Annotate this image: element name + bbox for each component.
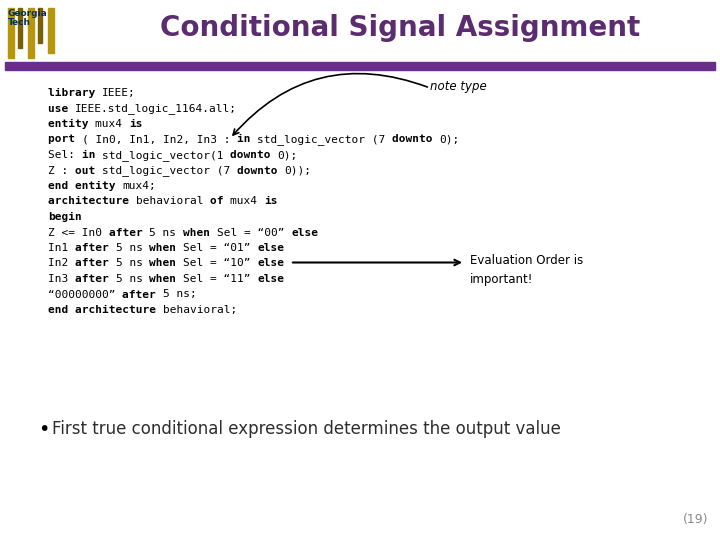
Text: after: after: [109, 227, 149, 238]
Text: 0);: 0);: [439, 134, 460, 145]
Text: mux4: mux4: [95, 119, 129, 129]
Text: use: use: [48, 104, 75, 113]
Text: Evaluation Order is
important!: Evaluation Order is important!: [470, 254, 583, 286]
Text: when: when: [149, 274, 183, 284]
Text: Sel = “11”: Sel = “11”: [183, 274, 257, 284]
Text: Georgia: Georgia: [8, 9, 48, 18]
Text: Z :: Z :: [48, 165, 75, 176]
Text: else: else: [291, 227, 318, 238]
Text: std_logic_vector (7: std_logic_vector (7: [102, 165, 237, 177]
Bar: [18, 8, 22, 48]
Text: in: in: [82, 150, 102, 160]
Text: is: is: [129, 119, 143, 129]
Text: end entity: end entity: [48, 181, 122, 191]
Text: •: •: [38, 420, 50, 439]
Bar: [38, 8, 42, 43]
Text: is: is: [264, 197, 277, 206]
Text: port: port: [48, 134, 82, 145]
Text: when: when: [183, 227, 217, 238]
Text: In1: In1: [48, 243, 75, 253]
Text: else: else: [257, 243, 284, 253]
Text: else: else: [257, 274, 284, 284]
Text: Conditional Signal Assignment: Conditional Signal Assignment: [160, 14, 640, 42]
Text: ( In0, In1, In2, In3 :: ( In0, In1, In2, In3 :: [82, 134, 237, 145]
Text: downto: downto: [237, 165, 284, 176]
Text: Sel = “10”: Sel = “10”: [183, 259, 257, 268]
Bar: [8, 8, 14, 58]
Text: when: when: [149, 259, 183, 268]
Text: 5 ns: 5 ns: [115, 274, 149, 284]
Text: 0));: 0));: [284, 165, 311, 176]
Text: Sel = “00”: Sel = “00”: [217, 227, 291, 238]
Text: In3: In3: [48, 274, 75, 284]
Bar: [28, 8, 34, 58]
Text: Sel:: Sel:: [48, 150, 82, 160]
Text: after: after: [75, 243, 115, 253]
Text: 5 ns;: 5 ns;: [163, 289, 197, 300]
Text: after: after: [75, 259, 115, 268]
Bar: [5, 62, 715, 70]
Text: 5 ns: 5 ns: [149, 227, 183, 238]
Text: note type: note type: [430, 80, 487, 93]
Text: IEEE.std_logic_1164.all;: IEEE.std_logic_1164.all;: [75, 104, 237, 114]
Text: 5 ns: 5 ns: [115, 243, 149, 253]
Text: (19): (19): [683, 513, 708, 526]
Text: IEEE;: IEEE;: [102, 88, 136, 98]
Text: std_logic_vector (7: std_logic_vector (7: [257, 134, 392, 145]
Text: behavioral;: behavioral;: [163, 305, 237, 315]
Text: 0);: 0);: [277, 150, 298, 160]
Text: downto: downto: [230, 150, 277, 160]
Text: library: library: [48, 88, 102, 98]
Text: mux4;: mux4;: [122, 181, 156, 191]
Text: entity: entity: [48, 119, 95, 129]
Text: out: out: [75, 165, 102, 176]
Text: mux4: mux4: [230, 197, 264, 206]
Text: architecture: architecture: [48, 197, 136, 206]
Bar: [48, 8, 54, 53]
Bar: [5, 3, 100, 58]
Text: else: else: [257, 259, 284, 268]
Text: behavioral: behavioral: [136, 197, 210, 206]
Text: Z <= In0: Z <= In0: [48, 227, 109, 238]
Text: 5 ns: 5 ns: [115, 259, 149, 268]
Text: of: of: [210, 197, 230, 206]
Text: begin: begin: [48, 212, 82, 222]
Text: std_logic_vector(1: std_logic_vector(1: [102, 150, 230, 161]
Text: Tech: Tech: [8, 18, 31, 27]
Text: “00000000”: “00000000”: [48, 289, 122, 300]
Text: downto: downto: [392, 134, 439, 145]
Text: after: after: [75, 274, 115, 284]
Text: when: when: [149, 243, 183, 253]
Text: Sel = “01”: Sel = “01”: [183, 243, 257, 253]
Text: in: in: [237, 134, 257, 145]
Text: In2: In2: [48, 259, 75, 268]
Text: after: after: [122, 289, 163, 300]
Text: end architecture: end architecture: [48, 305, 163, 315]
Text: First true conditional expression determines the output value: First true conditional expression determ…: [52, 420, 561, 438]
